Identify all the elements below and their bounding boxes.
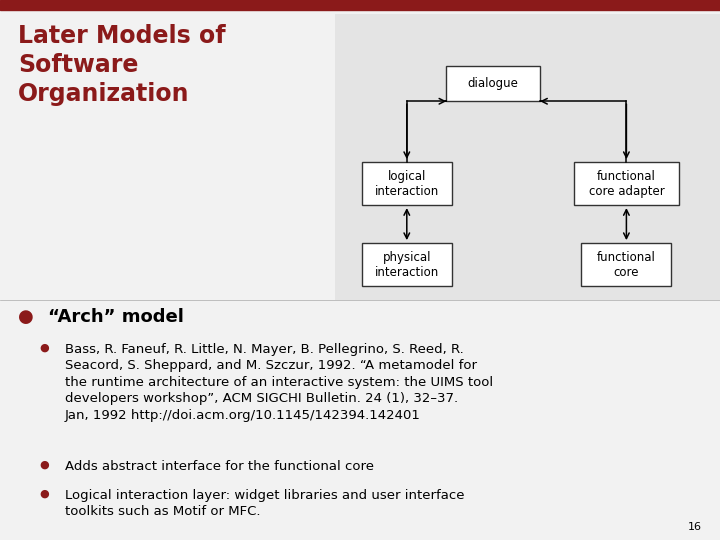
Bar [335, 14, 720, 300]
Bar [575, 162, 679, 205]
Text: ●: ● [40, 343, 50, 353]
Text: physical
interaction: physical interaction [374, 251, 439, 279]
Text: “Arch” model: “Arch” model [48, 308, 184, 326]
Text: ●: ● [18, 308, 34, 326]
Text: functional
core adapter: functional core adapter [588, 170, 665, 198]
Bar [0, 0, 720, 10]
Text: ●: ● [40, 460, 50, 470]
Text: Logical interaction layer: widget libraries and user interface
toolkits such as : Logical interaction layer: widget librar… [65, 489, 464, 518]
Text: Adds abstract interface for the functional core: Adds abstract interface for the function… [65, 460, 374, 473]
Bar [361, 162, 452, 205]
Text: Bass, R. Faneuf, R. Little, N. Mayer, B. Pellegrino, S. Reed, R.
Seacord, S. She: Bass, R. Faneuf, R. Little, N. Mayer, B.… [65, 343, 493, 422]
Text: functional
core: functional core [597, 251, 656, 279]
Text: 16: 16 [688, 522, 702, 532]
Bar [446, 66, 540, 102]
Text: dialogue: dialogue [468, 77, 518, 90]
Text: logical
interaction: logical interaction [374, 170, 439, 198]
Bar [361, 243, 452, 286]
Text: ●: ● [40, 489, 50, 499]
Text: Later Models of
Software
Organization: Later Models of Software Organization [18, 24, 225, 106]
Bar [582, 243, 671, 286]
